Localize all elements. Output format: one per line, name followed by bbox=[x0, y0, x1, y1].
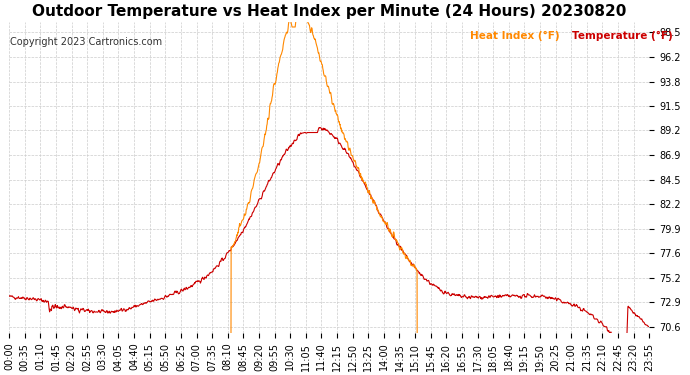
Text: Copyright 2023 Cartronics.com: Copyright 2023 Cartronics.com bbox=[10, 37, 163, 47]
Title: Outdoor Temperature vs Heat Index per Minute (24 Hours) 20230820: Outdoor Temperature vs Heat Index per Mi… bbox=[32, 4, 627, 19]
Text: Heat Index (°F): Heat Index (°F) bbox=[470, 31, 560, 41]
Text: Temperature (°F): Temperature (°F) bbox=[573, 31, 673, 41]
